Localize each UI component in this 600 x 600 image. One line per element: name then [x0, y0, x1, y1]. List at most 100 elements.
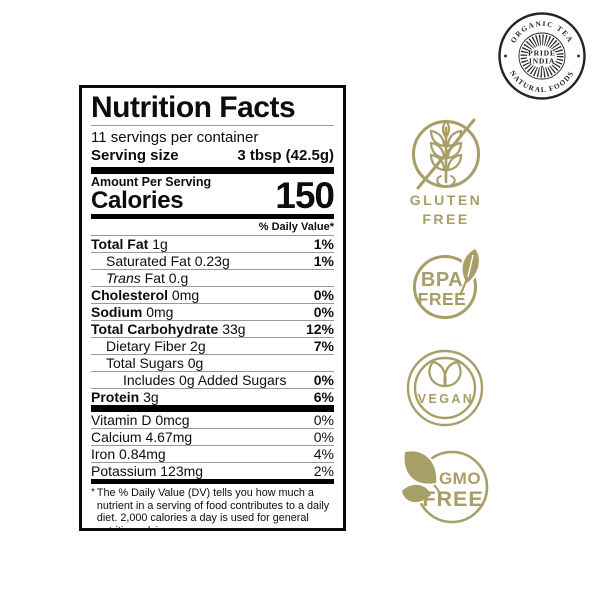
nutrient-name: Dietary Fiber [106, 338, 191, 354]
nutrient-row-potassium: Potassium 123mg 2% [91, 462, 334, 479]
nutrient-percent: 0% [313, 287, 334, 303]
gmo-line2: FREE [422, 487, 483, 511]
nutrient-name: Potassium 123mg [91, 463, 204, 479]
nutrient-name-italic: Trans [106, 270, 145, 286]
nutrient-amount: 0g [187, 355, 204, 371]
nutrient-name: Saturated Fat [106, 253, 195, 269]
nutrient-percent: 0% [313, 412, 334, 428]
badge-outer-circle [406, 349, 484, 427]
nutrient-name: Total Sugars [106, 355, 188, 371]
gluten-free-line2: FREE [422, 210, 470, 227]
servings-per-container: 11 servings per container [91, 129, 259, 146]
serving-size-label: Serving size [91, 147, 179, 164]
nutrient-name: Vitamin D 0mcg [91, 412, 190, 428]
bpa-free-badge: BPA FREE [413, 247, 481, 319]
nutrient-row-calcium: Calcium 4.67mg 0% [91, 428, 334, 445]
nutrient-row-cholesterol: Cholesterol 0mg 0% [91, 286, 334, 303]
nutrient-row-vitamin-d: Vitamin D 0mcg 0% [91, 412, 334, 428]
logo-dot-left [504, 54, 507, 58]
nutrient-percent: 12% [305, 321, 334, 337]
nutrient-amount: 0.23g [194, 253, 230, 269]
gmo-line1: GMO [439, 469, 481, 488]
nutrient-name: Total Fat [91, 236, 153, 252]
nutrient-percent: 0% [313, 372, 334, 388]
logo-center-line2: INDIA [529, 57, 555, 66]
divider-thick [91, 405, 334, 412]
logo-arc-top-text: ORGANIC TEA [509, 19, 574, 45]
nutrition-facts-label: Nutrition Facts 11 servings per containe… [79, 85, 346, 531]
nutrient-row-total-fat: Total Fat 1g 1% [91, 235, 334, 252]
slash-icon [416, 118, 476, 190]
footnote-marker: * [91, 487, 95, 498]
svg-text:ORGANIC TEA: ORGANIC TEA [509, 19, 576, 45]
divider-medium [91, 214, 334, 219]
gmo-free-badge: GMO FREE [400, 449, 489, 524]
bpa-line1: BPA [421, 269, 463, 291]
badge-inner-circle [413, 356, 477, 420]
calories-label: Calories [91, 187, 184, 214]
nutrient-name: Calcium 4.67mg [91, 429, 193, 445]
nutrient-percent: 1% [313, 236, 334, 252]
nutrient-row-iron: Iron 0.84mg 4% [91, 445, 334, 462]
nutrient-percent: 1% [313, 253, 334, 269]
sunburst-icon [520, 34, 564, 78]
nutrient-percent: 6% [313, 389, 334, 405]
nutrient-row-total-sugars: Total Sugars 0g [91, 354, 334, 371]
footnote: * The % Daily Value (DV) tells you how m… [91, 484, 334, 531]
gluten-free-label: GLUTEN FREE [394, 191, 498, 228]
nutrient-amount: 0mg [146, 304, 174, 320]
nutrient-amount: 2g [190, 338, 206, 354]
vegan-badge: VEGAN [406, 349, 484, 427]
nutrient-percent: 4% [313, 446, 334, 462]
sprout-icon [428, 360, 462, 388]
nutrient-percent: 0% [313, 429, 334, 445]
nutrient-row-added-sugars: Includes 0g Added Sugars 0% [91, 371, 334, 388]
gluten-free-badge [412, 118, 480, 190]
nutrient-amount: 0.g [168, 270, 189, 286]
nutrient-amount: 1g [152, 236, 168, 252]
leaves-icon [400, 449, 442, 504]
nutrient-row-dietary-fiber: Dietary Fiber 2g 7% [91, 337, 334, 354]
nutrient-name: Protein [91, 389, 144, 405]
nutrient-amount: 0mg [171, 287, 200, 303]
brand-logo: ORGANIC TEA NATURAL FOODS PRIDE INDIA [498, 12, 586, 100]
logo-center-line1: PRIDE [528, 49, 556, 58]
nutrient-name: Fat [144, 270, 169, 286]
serving-size-row: Serving size 3 tbsp (42.5g) [91, 146, 334, 167]
nutrient-percent: 7% [313, 338, 334, 354]
nutrient-amount: 33g [222, 321, 246, 337]
nutrient-amount: 3g [143, 389, 159, 405]
amount-per-serving: Amount Per Serving [91, 175, 212, 189]
nutrient-row-trans-fat: Trans Fat 0.g [91, 269, 334, 286]
nutrient-name: Sodium [91, 304, 147, 320]
nutrient-name: Cholesterol [91, 287, 172, 303]
logo-inner-ring [518, 32, 566, 80]
nutrient-percent: 2% [313, 463, 334, 479]
leaf-icon [459, 247, 481, 296]
logo-dot-right [577, 54, 580, 58]
nutrient-name: Total Carbohydrate [91, 321, 223, 337]
nutrient-percent: 0% [313, 304, 334, 320]
calories-block: Amount Per Serving Calories 150 [91, 174, 335, 216]
logo-outer-ring [498, 12, 586, 100]
gluten-free-line1: GLUTEN [409, 192, 483, 208]
serving-size-value: 3 tbsp (42.5g) [237, 147, 334, 164]
calories-value: 150 [275, 175, 335, 216]
badge-circle [413, 255, 477, 319]
nutrient-row-sodium: Sodium 0mg 0% [91, 303, 334, 320]
footnote-text: The % Daily Value (DV) tells you how muc… [96, 487, 330, 531]
divider-medium [91, 479, 334, 484]
vegan-label: VEGAN [418, 392, 474, 406]
divider-thick [91, 167, 334, 174]
nutrient-row-protein: Protein 3g 6% [91, 388, 334, 405]
daily-value-header: % Daily Value* [258, 221, 334, 233]
label-title: Nutrition Facts [91, 91, 334, 126]
logo-center-plate [527, 46, 557, 68]
logo-center-dot [541, 65, 543, 68]
nutrient-name: Iron 0.84mg [91, 446, 166, 462]
bpa-line2: FREE [418, 289, 467, 309]
nutrient-row-saturated-fat: Saturated Fat 0.23g 1% [91, 252, 334, 269]
nutrient-row-total-carbohydrate: Total Carbohydrate 33g 12% [91, 320, 334, 337]
nutrient-name: Includes 0g Added Sugars [123, 372, 287, 388]
